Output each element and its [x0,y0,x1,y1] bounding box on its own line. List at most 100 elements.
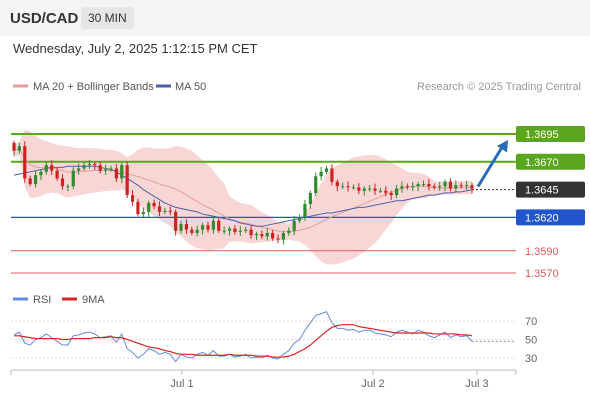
rsi-line [13,311,473,363]
candle [249,225,253,239]
level-labels-layer: 1.3695 1.3670 1.3645 1.3620 1.3590 1.3570 [516,126,585,280]
candle-body [330,168,334,182]
candle [163,207,167,215]
candle [265,228,269,241]
candle-body [60,178,65,187]
candle-body [443,181,447,187]
candle-body [179,224,183,231]
candle-body [411,186,415,188]
currency-pair-title: USD/CAD [10,10,79,27]
candle-body [168,210,172,212]
level-label-bg-1.3670 [516,153,585,170]
candle [378,187,382,193]
candle [44,161,48,175]
candle-body [400,186,404,189]
candle-body [421,184,426,186]
candle [405,183,409,190]
candle [281,230,286,245]
candle-body [357,187,361,191]
candle [314,172,318,196]
candle [82,162,86,171]
candle [335,179,339,192]
candle [324,165,329,175]
candle [357,183,361,195]
candle [438,182,442,191]
candle-body [71,170,75,187]
level-label-bg-1.3695 [516,126,585,142]
candle [39,169,43,181]
credit-label: Research © 2025 Trading Central [417,81,581,93]
candle [168,206,172,216]
candle-body [271,232,275,239]
candle-body [206,225,210,230]
candle [120,162,124,184]
candle [12,140,16,156]
candle-body [238,230,242,232]
candle-body [324,168,329,172]
candle [254,231,259,241]
candle [244,226,248,233]
candle [470,182,474,194]
candle-body [211,220,215,230]
rsi-ma-legend-label: 9MA [82,294,105,306]
candle [394,184,399,199]
candle-body [384,190,388,193]
candle-body [368,188,372,190]
candle-body [335,181,339,187]
header-bar: USD/CAD 30 MIN [0,0,590,36]
candle [238,225,242,237]
candle [114,164,118,183]
candle-body [378,190,382,192]
level-label-bg-1.3620 [516,209,585,226]
candle [319,166,323,181]
candle [308,190,312,209]
x-tick-label: Jul 1 [170,378,193,390]
candle [50,160,54,175]
candle-body [184,224,189,230]
candle-body [314,176,318,193]
candle [233,224,237,235]
candle-body [465,185,469,187]
candle-body [249,229,253,236]
candle [195,225,199,237]
candle-body [120,165,124,179]
candle-body [394,188,399,196]
candle [384,186,388,197]
ma50-legend-label: MA 50 [175,81,206,93]
candle-body [130,195,135,202]
candle [465,180,469,190]
candle-body [319,171,323,177]
candle [130,190,135,207]
candle [373,183,377,195]
candle-body [217,220,221,231]
candle [330,164,334,186]
candle-body [141,211,145,215]
forecast-arrow-head [496,140,508,153]
candle [200,222,205,235]
level-label-1.3570: 1.3570 [525,268,559,280]
candle-body [389,192,393,196]
candle-body [93,164,97,166]
candle-body [265,232,269,237]
candle-body [39,171,43,176]
candle [400,181,404,193]
candle [55,167,59,181]
candle-body [292,220,296,231]
candle [411,182,415,191]
candle-body [233,228,237,232]
candle [206,221,210,233]
candle-body [438,186,442,188]
candle [93,161,97,171]
candle-body [66,186,70,188]
level-label-1.3670: 1.3670 [525,157,559,169]
forecast-arrow-layer [476,140,508,188]
candle-body [200,225,205,230]
candle [87,159,92,169]
candle-body [190,229,194,233]
ma50-line [13,165,473,227]
candle [427,179,431,191]
candle-body [147,202,151,212]
interval-button[interactable]: 30 MIN [81,7,134,29]
candle [227,226,232,236]
